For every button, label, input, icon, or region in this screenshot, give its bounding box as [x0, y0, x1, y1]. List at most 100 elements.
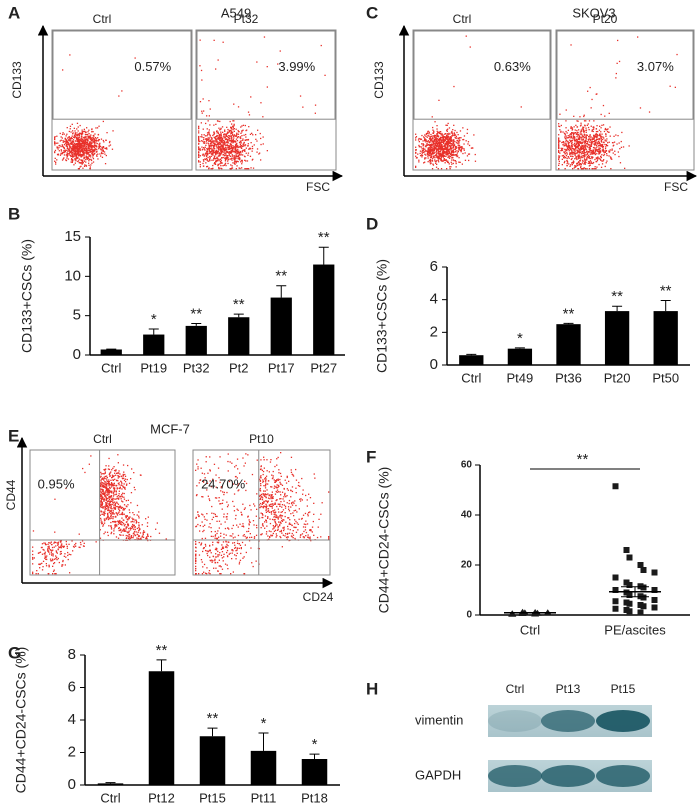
- cell-dot: [461, 146, 463, 148]
- cell-dot: [105, 508, 107, 510]
- cell-dot: [220, 128, 222, 130]
- cell-dot: [599, 151, 602, 153]
- cell-dot: [113, 530, 115, 532]
- cell-dot: [238, 131, 240, 133]
- cell-dot: [116, 496, 118, 498]
- cell-dot: [444, 136, 446, 138]
- cell-dot: [559, 129, 561, 131]
- cell-dot: [225, 156, 227, 159]
- cell-dot: [430, 156, 433, 158]
- cell-dot: [293, 526, 295, 528]
- cell-dot: [578, 151, 580, 153]
- cell-dot: [422, 147, 425, 149]
- cell-dot: [270, 495, 272, 498]
- cell-dot: [447, 136, 449, 138]
- cell-dot: [54, 531, 56, 533]
- cell-dot: [589, 145, 592, 147]
- cell-dot: [48, 565, 50, 567]
- cell-dot: [147, 534, 149, 536]
- cell-dot: [212, 145, 214, 147]
- cell-dot: [72, 149, 74, 151]
- cell-dot: [235, 162, 237, 164]
- cell-dot: [107, 488, 109, 491]
- cell-dot: [571, 153, 574, 155]
- cell-dot: [467, 153, 470, 155]
- cell-dot: [110, 528, 113, 530]
- cell-dot: [82, 154, 85, 156]
- cell-dot: [436, 138, 438, 140]
- cell-dot: [266, 66, 268, 68]
- cell-dot: [277, 526, 279, 528]
- cell-dot: [123, 519, 125, 521]
- cell-dot: [128, 531, 130, 533]
- cell-dot: [571, 127, 573, 129]
- cell-dot: [449, 142, 451, 144]
- cell-dot: [227, 141, 229, 143]
- cell-dot: [67, 551, 69, 554]
- cell-dot: [595, 131, 598, 133]
- cell-dot: [220, 133, 222, 135]
- cell-dot: [225, 545, 227, 547]
- cell-dot: [611, 148, 613, 150]
- cell-dot: [222, 151, 224, 153]
- cell-dot: [565, 137, 567, 139]
- cell-dot: [425, 132, 428, 135]
- x-tick-label: Ctrl: [461, 370, 481, 385]
- cell-dot: [97, 153, 99, 155]
- cell-dot: [232, 134, 234, 136]
- cell-dot: [267, 516, 269, 518]
- cell-dot: [245, 160, 247, 162]
- cell-dot: [582, 154, 584, 157]
- cell-dot: [600, 138, 603, 140]
- cell-dot: [98, 144, 100, 146]
- cell-dot: [61, 153, 63, 155]
- cell-dot: [104, 498, 106, 500]
- cell-dot: [277, 517, 279, 519]
- cell-dot: [572, 132, 574, 134]
- cell-dot: [446, 168, 448, 170]
- cell-dot: [293, 502, 295, 504]
- cell-dot: [442, 154, 444, 156]
- cell-dot: [299, 536, 301, 538]
- cell-dot: [224, 546, 227, 548]
- cell-dot: [261, 469, 263, 471]
- cell-dot: [73, 143, 75, 145]
- cell-dot: [262, 116, 264, 118]
- cell-dot: [93, 149, 95, 151]
- cell-dot: [110, 516, 112, 518]
- cell-dot: [584, 161, 586, 163]
- cell-dot: [78, 144, 80, 146]
- cell-dot: [235, 150, 237, 152]
- cell-dot: [442, 152, 444, 155]
- cell-dot: [87, 153, 89, 155]
- cell-dot: [89, 146, 91, 148]
- cell-dot: [71, 154, 74, 156]
- cell-dot: [608, 141, 610, 143]
- cell-dot: [581, 139, 583, 141]
- cell-dot: [586, 134, 588, 136]
- y-axis-label: CD133+CSCs (%): [374, 259, 390, 373]
- cell-dot: [275, 511, 277, 513]
- cell-dot: [198, 139, 200, 141]
- cell-dot: [226, 564, 228, 566]
- cell-dot: [78, 133, 80, 135]
- cell-dot: [576, 146, 578, 149]
- cell-dot: [123, 523, 125, 525]
- cell-dot: [596, 136, 598, 138]
- cell-dot: [459, 161, 461, 163]
- cell-dot: [591, 138, 594, 141]
- cell-dot: [68, 130, 70, 133]
- cell-dot: [102, 513, 104, 515]
- cell-dot: [581, 136, 583, 138]
- cell-dot: [113, 533, 115, 535]
- cell-dot: [104, 153, 106, 155]
- cell-dot: [53, 569, 55, 571]
- cell-dot: [110, 495, 112, 498]
- cell-dot: [247, 139, 249, 141]
- cell-dot: [613, 141, 616, 143]
- cell-dot: [101, 522, 104, 524]
- cell-dot: [217, 141, 219, 143]
- cell-dot: [228, 151, 230, 154]
- cell-dot: [240, 147, 242, 149]
- cell-dot: [42, 560, 45, 562]
